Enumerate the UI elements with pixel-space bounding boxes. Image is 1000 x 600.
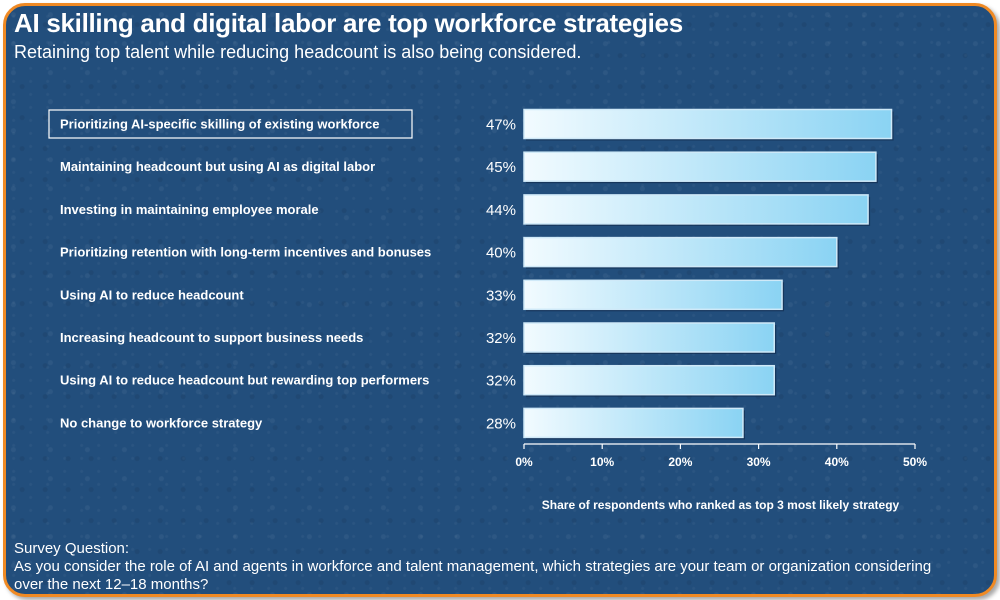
category-label: Investing in maintaining employee morale bbox=[60, 202, 319, 217]
value-label: 40% bbox=[486, 245, 516, 262]
value-label: 32% bbox=[486, 330, 516, 347]
bar bbox=[523, 364, 775, 396]
highlight-box bbox=[48, 109, 413, 139]
bar bbox=[523, 236, 838, 268]
survey-question-text: As you consider the role of AI and agent… bbox=[14, 558, 932, 593]
bar bbox=[523, 194, 869, 225]
category-label: Prioritizing AI-specific skilling of exi… bbox=[60, 117, 380, 132]
chart-title: AI skilling and digital labor are top wo… bbox=[14, 8, 683, 38]
bar bbox=[523, 108, 893, 140]
value-label: 47% bbox=[486, 117, 516, 134]
value-label: 28% bbox=[486, 415, 516, 432]
value-label: 32% bbox=[486, 373, 516, 390]
x-axis-title: Share of respondents who ranked as top 3… bbox=[542, 498, 900, 512]
bar bbox=[523, 279, 783, 311]
x-tick-label: 0% bbox=[515, 455, 533, 469]
value-label: 44% bbox=[486, 202, 516, 219]
x-tick-label: 10% bbox=[590, 455, 614, 469]
category-label: Maintaining headcount but using AI as di… bbox=[60, 159, 375, 174]
category-label: No change to workforce strategy bbox=[60, 415, 263, 430]
survey-question-label: Survey Question: bbox=[14, 540, 130, 557]
x-tick-label: 50% bbox=[903, 455, 927, 469]
value-label: 33% bbox=[486, 287, 516, 304]
chart-subtitle: Retaining top talent while reducing head… bbox=[14, 42, 582, 62]
bar bbox=[523, 322, 775, 353]
category-label: Using AI to reduce headcount but rewardi… bbox=[60, 373, 429, 388]
category-label: Prioritizing retention with long-term in… bbox=[60, 245, 431, 260]
bar bbox=[523, 151, 877, 182]
bar bbox=[523, 407, 744, 439]
value-label: 45% bbox=[486, 159, 516, 176]
category-label: Using AI to reduce headcount bbox=[60, 287, 244, 302]
x-tick-label: 30% bbox=[747, 455, 771, 469]
category-label: Increasing headcount to support business… bbox=[60, 330, 363, 345]
survey-note: Survey Question: As you consider the rol… bbox=[14, 540, 954, 594]
x-tick-label: 40% bbox=[825, 455, 849, 469]
x-tick-label: 20% bbox=[668, 455, 692, 469]
